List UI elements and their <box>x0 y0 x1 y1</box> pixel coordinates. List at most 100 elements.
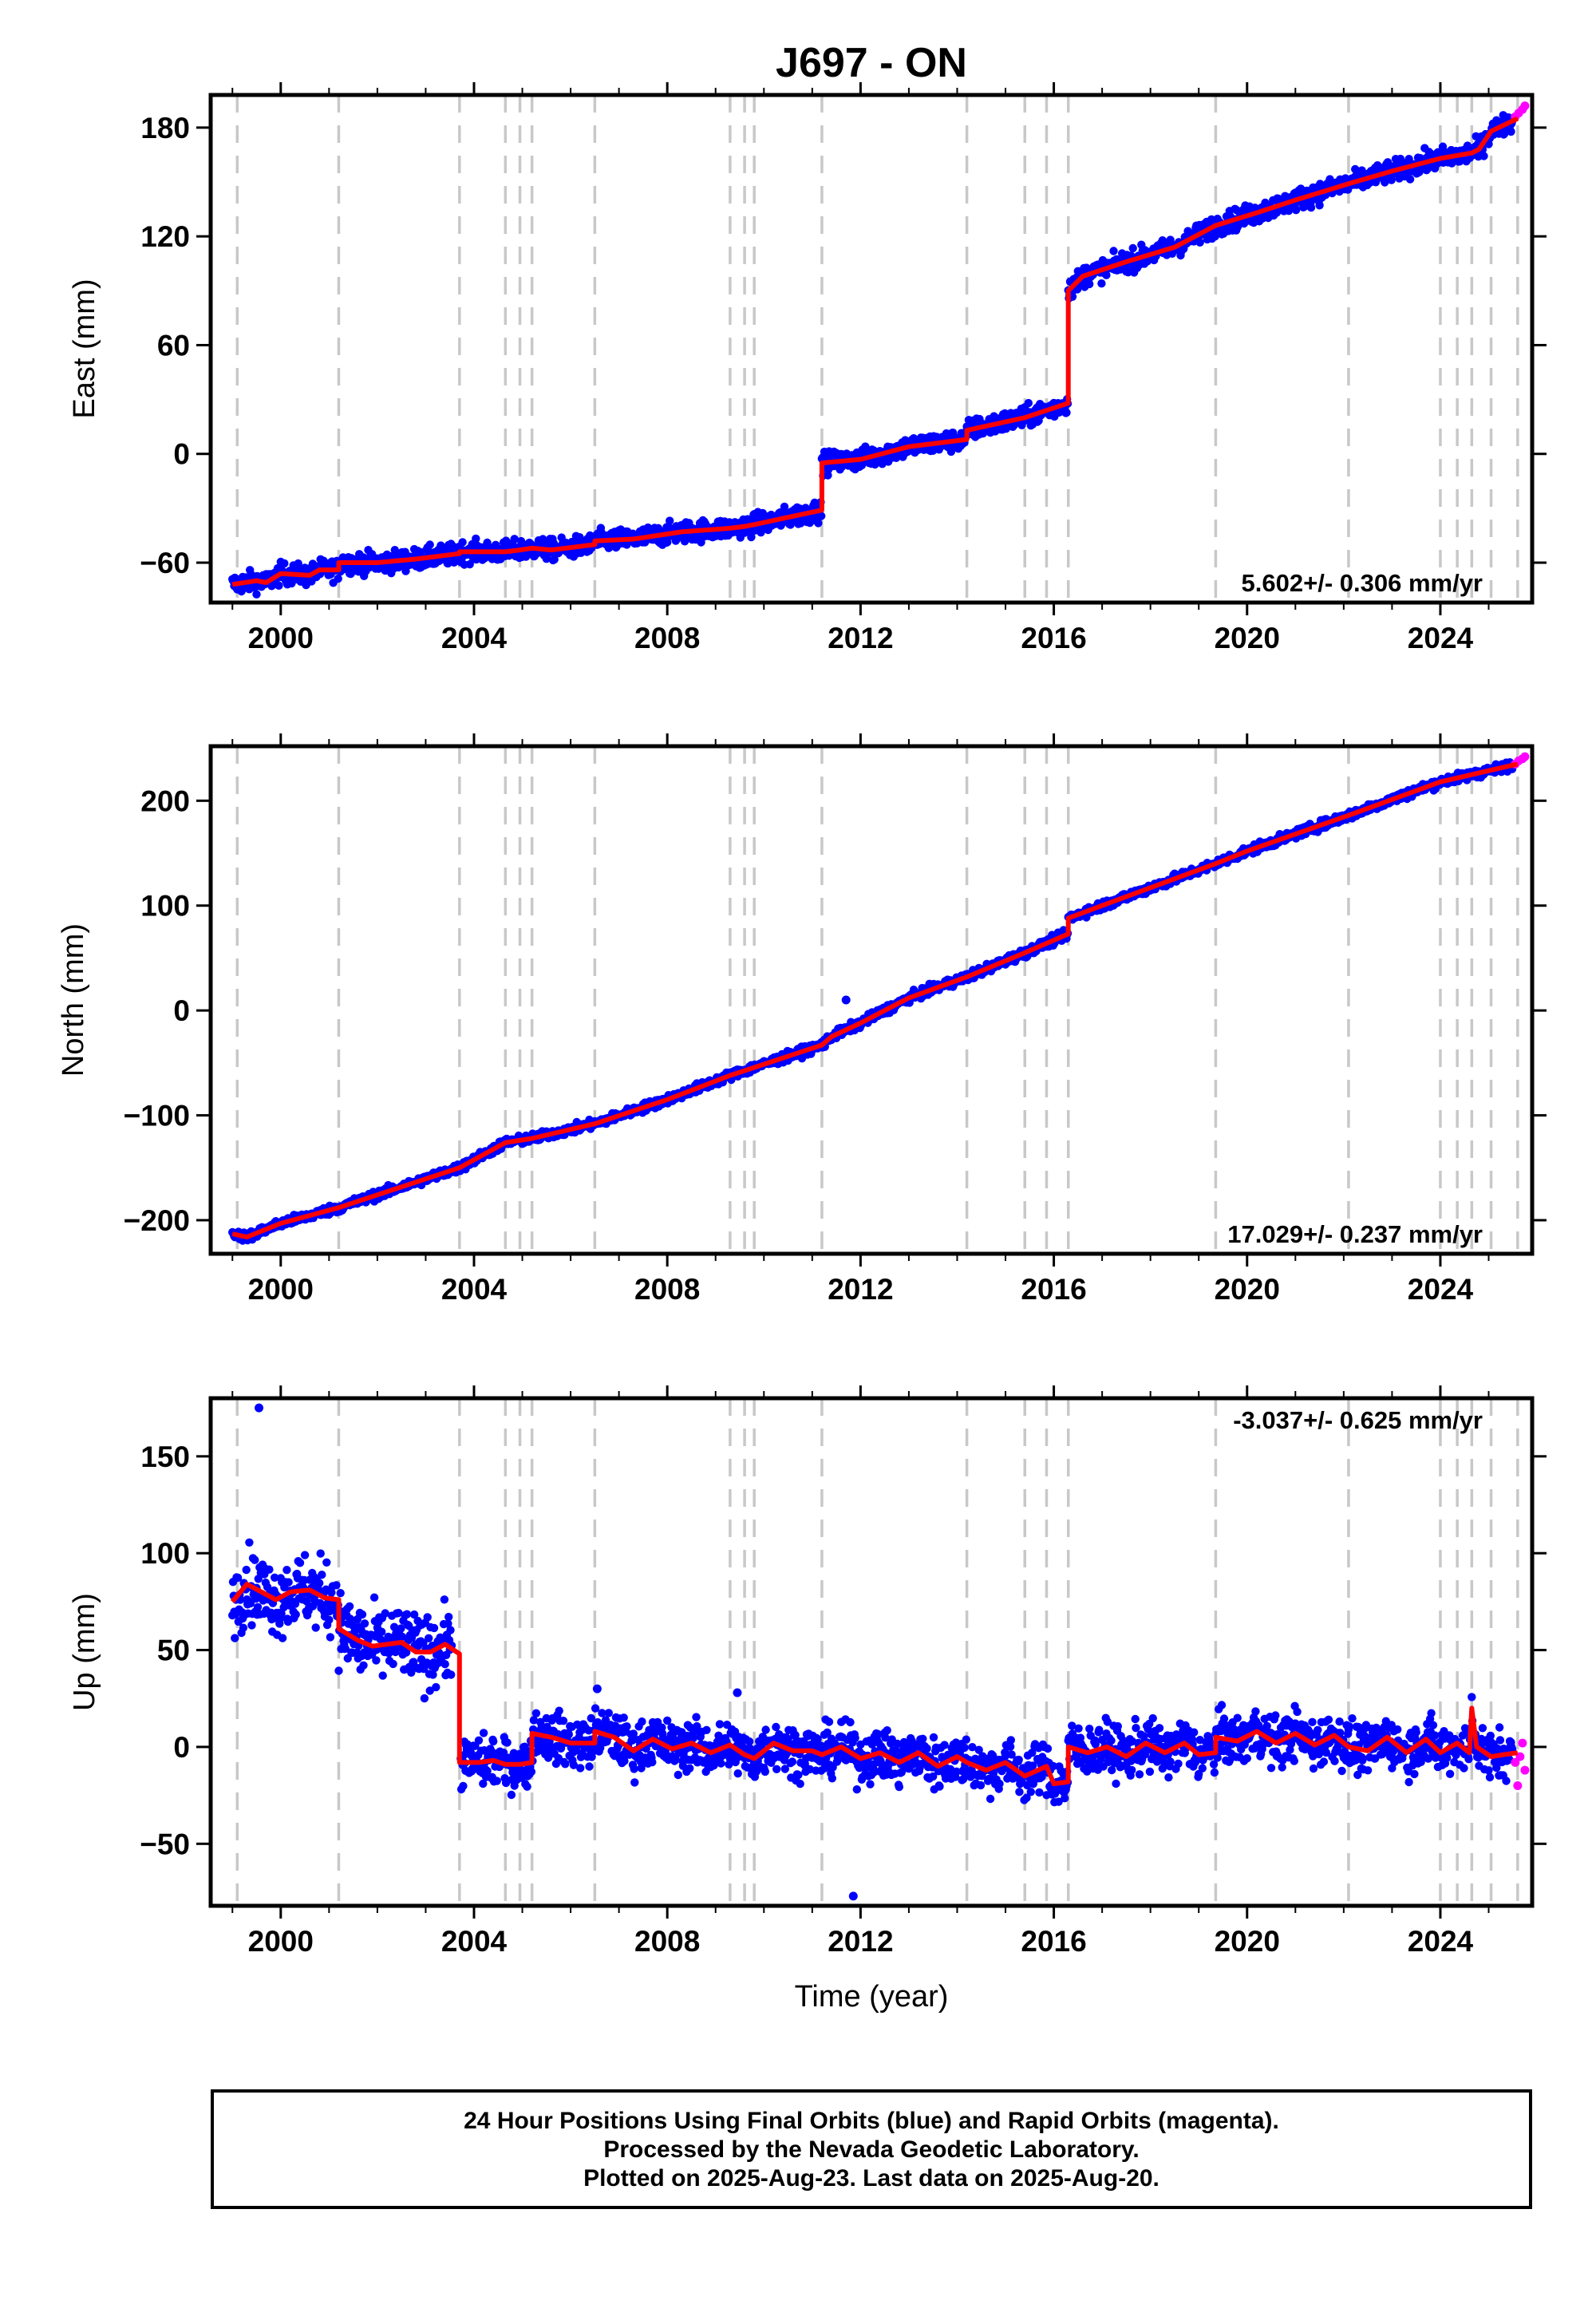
east-final-point <box>444 559 452 568</box>
east-final-point <box>458 538 467 547</box>
north-rate-label: 17.029+/- 0.237 mm/yr <box>1227 1220 1483 1248</box>
up-final-point <box>369 1593 379 1602</box>
east-xtick-label: 2004 <box>441 622 508 654</box>
east-rapid-point <box>1520 101 1530 111</box>
east-final-point <box>294 559 302 568</box>
up-final-point <box>265 1565 274 1574</box>
up-final-point <box>253 1603 263 1612</box>
up-final-point <box>501 1778 511 1788</box>
up-final-point <box>233 1573 243 1583</box>
north-ytick-label: 100 <box>140 890 190 923</box>
up-final-point <box>322 1558 331 1567</box>
east-final-point <box>1128 243 1137 253</box>
east-final-point <box>816 512 826 520</box>
up-final-point <box>358 1610 367 1619</box>
up-final-point <box>385 1649 393 1658</box>
up-final-point <box>479 1729 488 1737</box>
east-final-point <box>1306 203 1316 212</box>
east-ytick-label: 0 <box>173 438 190 471</box>
up-final-point <box>377 1627 386 1636</box>
up-final-point <box>425 1634 433 1642</box>
north-ytick-label: 0 <box>173 994 190 1027</box>
east-xtick-label: 2024 <box>1408 622 1474 654</box>
up-final-point <box>245 1538 254 1547</box>
up-final-point <box>444 1619 452 1628</box>
up-final-point <box>247 1621 256 1630</box>
up-final-point <box>311 1623 320 1632</box>
up-final-point <box>308 1602 318 1611</box>
chart-title: J697 - ON <box>776 40 967 86</box>
up-final-point <box>402 1610 412 1618</box>
east-final-point <box>1507 127 1515 136</box>
up-final-point <box>499 1749 508 1757</box>
east-ytick-label: 120 <box>140 220 190 253</box>
north-xtick-label: 2012 <box>828 1273 893 1306</box>
up-final-point <box>246 1599 255 1608</box>
east-final-point <box>1085 279 1094 289</box>
east-panel: 2000 2004 2008 2012 2016 2020 2024−60060120180… <box>68 82 1547 654</box>
east-final-point <box>334 574 342 583</box>
up-final-point <box>242 1565 251 1575</box>
east-final-point <box>1405 175 1415 184</box>
north-xtick-label: 2000 <box>248 1273 314 1306</box>
east-ylabel: East (mm) <box>68 279 101 418</box>
up-final-point <box>440 1595 449 1604</box>
north-ytick-label: 200 <box>140 785 190 817</box>
east-final-point <box>1062 408 1071 417</box>
up-final-point <box>440 1660 449 1669</box>
up-final-point <box>429 1623 439 1633</box>
up-final-point <box>381 1609 389 1618</box>
east-rate-label: 5.602+/- 0.306 mm/yr <box>1242 569 1483 597</box>
up-final-point <box>315 1579 324 1587</box>
east-final-point <box>824 471 832 480</box>
east-final-point <box>280 559 289 568</box>
up-final-point <box>271 1573 279 1583</box>
east-final-point <box>510 535 519 543</box>
up-final-point <box>341 1644 350 1653</box>
north-xtick-label: 2024 <box>1408 1273 1474 1306</box>
north-final-points <box>228 758 1517 1245</box>
up-final-point <box>345 1602 354 1611</box>
up-final-point <box>231 1634 239 1642</box>
up-final-point <box>409 1610 419 1619</box>
east-final-point <box>663 538 672 547</box>
up-final-point <box>483 1766 492 1776</box>
east-ytick-label: 60 <box>157 329 190 362</box>
east-final-point <box>1102 271 1111 279</box>
up-final-point <box>372 1656 381 1665</box>
north-final-point <box>1082 913 1091 922</box>
east-xtick-label: 2008 <box>634 622 700 654</box>
east-final-points <box>228 111 1517 599</box>
up-final-point <box>489 1737 498 1746</box>
east-final-point <box>472 534 480 543</box>
east-final-point <box>814 519 823 528</box>
north-xtick-label: 2020 <box>1215 1273 1280 1306</box>
up-final-point <box>318 1571 326 1579</box>
up-final-point <box>336 1589 345 1598</box>
up-final-point <box>419 1638 428 1647</box>
up-final-point <box>251 1555 259 1564</box>
up-final-point <box>420 1694 429 1703</box>
north-xtick-label: 2004 <box>441 1273 508 1306</box>
north-ytick-label: −100 <box>124 1100 190 1132</box>
up-final-point <box>325 1615 334 1624</box>
up-final-point <box>447 1670 456 1679</box>
east-model-line <box>231 116 1519 587</box>
up-final-point <box>446 1626 455 1634</box>
north-model-line <box>231 761 1519 1239</box>
up-final-point <box>316 1549 325 1558</box>
north-outlier-point <box>841 995 851 1005</box>
up-final-point <box>359 1661 368 1670</box>
up-final-point <box>332 1581 341 1590</box>
east-ytick-label: 180 <box>140 112 190 144</box>
east-final-point <box>465 559 474 569</box>
east-model-curve <box>231 116 1519 587</box>
east-final-point <box>1291 206 1301 215</box>
up-final-point <box>492 1777 501 1785</box>
north-xtick-label: 2008 <box>634 1273 700 1306</box>
up-panel: 2000 2004 2008 2012 2016 2020 2024−50050100150… <box>68 1385 1547 2014</box>
up-final-point <box>284 1578 293 1587</box>
up-final-point <box>277 1609 286 1618</box>
